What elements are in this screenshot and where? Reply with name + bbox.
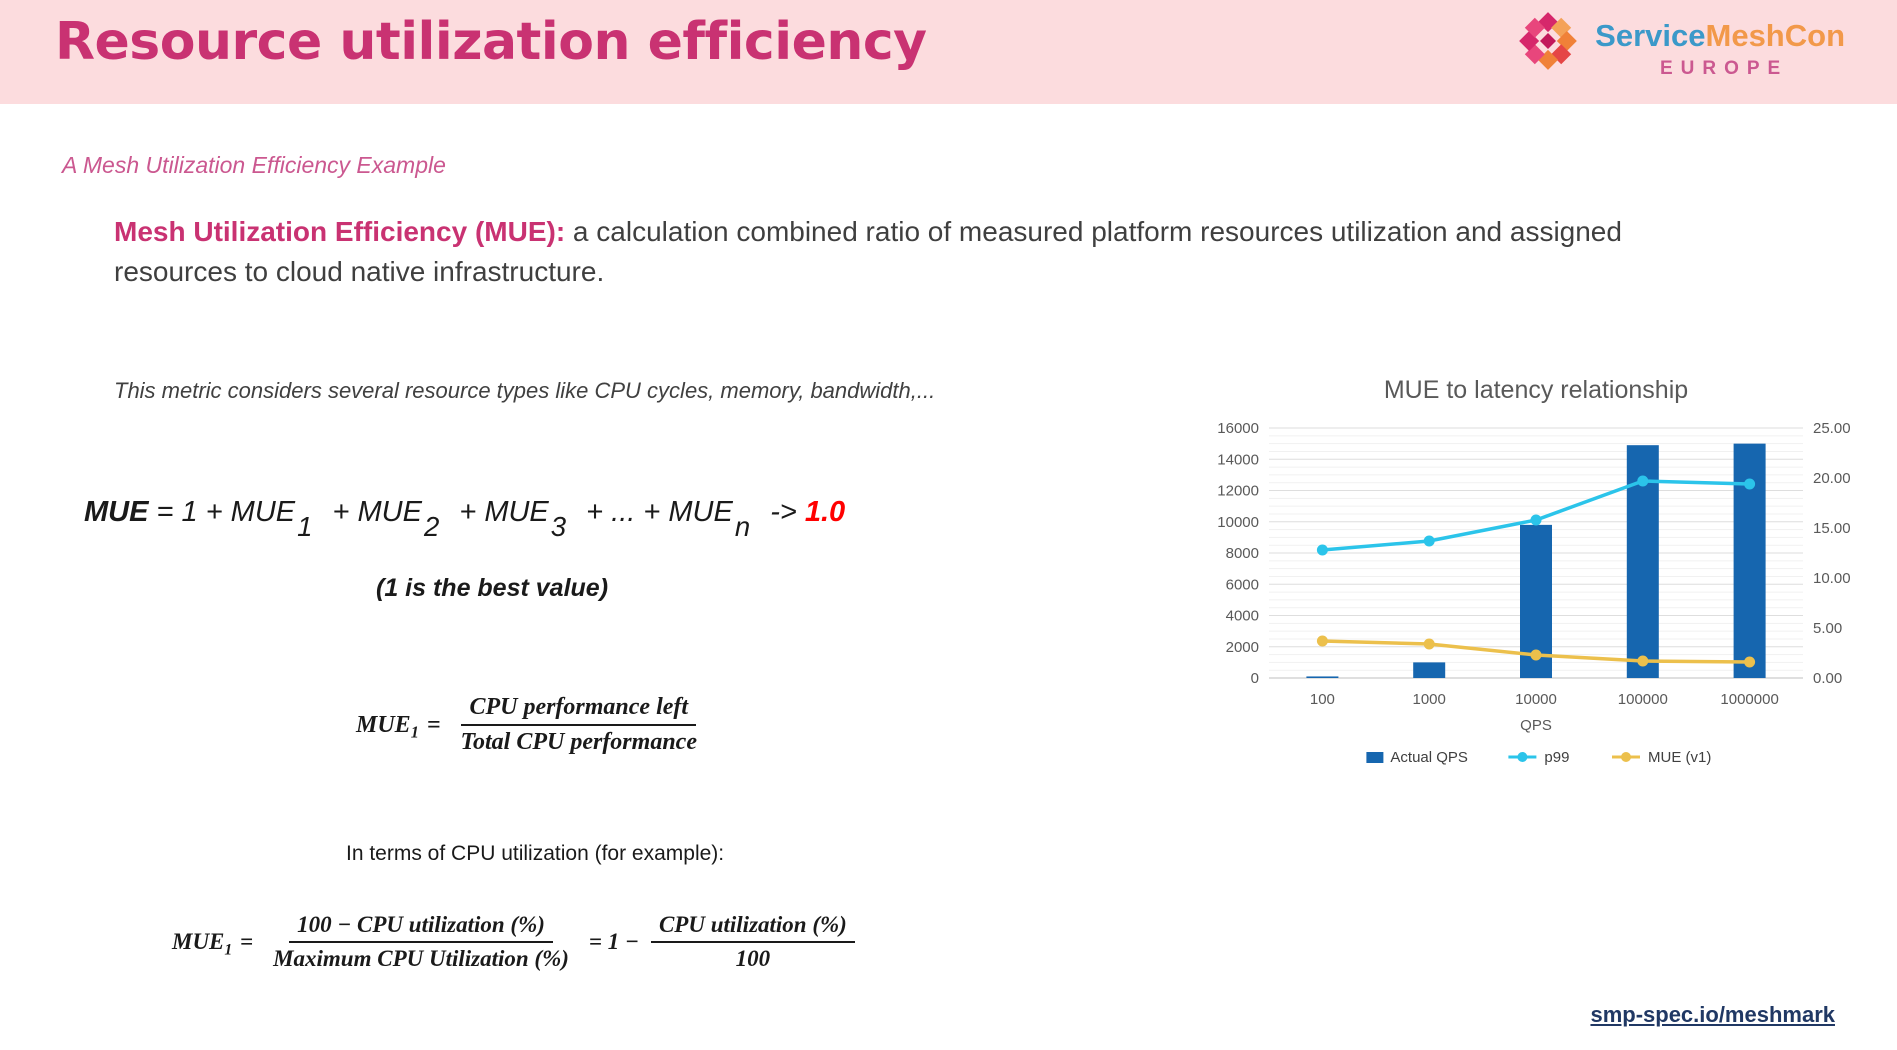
fraction: CPU performance left Total CPU performanc… [453, 694, 705, 756]
svg-text:10000: 10000 [1217, 514, 1259, 531]
servicemeshcon-logo: ServiceMeshCon EUROPE [1515, 8, 1845, 80]
svg-text:10.00: 10.00 [1813, 570, 1851, 587]
svg-text:2000: 2000 [1226, 639, 1259, 656]
formula-term: = 1 + MUE [148, 496, 296, 528]
formula-subscript: 1 [297, 511, 313, 543]
svg-text:MUE (v1): MUE (v1) [1648, 749, 1711, 766]
fraction-numerator: CPU performance left [461, 694, 697, 726]
svg-text:100: 100 [1310, 691, 1335, 708]
definition-lead: Mesh Utilization Efficiency (MUE): [114, 216, 566, 247]
equals-one-minus: = 1 − [588, 929, 639, 954]
formula-term: + MUE [451, 496, 549, 528]
svg-text:15.00: 15.00 [1813, 520, 1851, 537]
fraction-denominator: Total CPU performance [460, 729, 697, 755]
svg-text:20.00: 20.00 [1813, 470, 1851, 487]
definition-paragraph: Mesh Utilization Efficiency (MUE): a cal… [114, 212, 1694, 292]
formula-term: + MUE [324, 496, 422, 528]
fraction: 100 − CPU utilization (%) Maximum CPU Uti… [265, 912, 577, 972]
formula-subscript: n [734, 511, 751, 543]
mue-latency-chart: 0 2000 4000 6000 8000 10000 12000 14000 16000 0.0… [1185, 368, 1875, 773]
svg-text:Actual QPS: Actual QPS [1390, 749, 1468, 766]
equals-sign: = [239, 929, 254, 954]
svg-text:p99: p99 [1544, 749, 1569, 766]
meshmark-link[interactable]: smp-spec.io/meshmark [1590, 1002, 1835, 1027]
definition-rest: a calculation combined ratio of measured… [114, 216, 1622, 287]
svg-text:6000: 6000 [1226, 576, 1259, 593]
brand-meshcon: MeshCon [1705, 18, 1846, 53]
cpu-utilization-note: In terms of CPU utilization (for example… [346, 842, 725, 865]
cpu-formula: MUE1 = 100 − CPU utilization (%) Maximum … [172, 912, 855, 972]
fraction-numerator: 100 − CPU utilization (%) [289, 912, 553, 943]
svg-text:5.00: 5.00 [1813, 620, 1842, 637]
cpu-formula-lhs: MUE1 = [172, 929, 254, 958]
formula-term: + ... + MUE [578, 496, 733, 528]
svg-text:12000: 12000 [1217, 483, 1259, 500]
svg-text:8000: 8000 [1226, 545, 1259, 562]
svg-text:10000: 10000 [1515, 691, 1557, 708]
svg-text:14000: 14000 [1217, 451, 1259, 468]
fraction-denominator: Maximum CPU Utilization (%) [273, 946, 569, 971]
metric-note: This metric considers several resource t… [114, 378, 936, 403]
chart-canvas: 0 2000 4000 6000 8000 10000 12000 14000 16000 0.0… [1217, 376, 1851, 766]
brand-service: Service [1595, 18, 1706, 53]
svg-text:4000: 4000 [1226, 608, 1259, 625]
mue-sum-formula: MUE = 1 + MUE1 + MUE2 + MUE3 + ... + MUE… [84, 496, 846, 542]
target-value: 1.0 [804, 496, 846, 528]
svg-text:0.00: 0.00 [1813, 670, 1842, 687]
svg-text:100000: 100000 [1618, 691, 1668, 708]
formula-subscript: 1 [410, 722, 419, 742]
formula-var: MUE [356, 711, 411, 738]
svg-text:QPS: QPS [1520, 717, 1552, 734]
slide-subtitle: A Mesh Utilization Efficiency Example [62, 152, 446, 178]
svg-text:1000000: 1000000 [1720, 691, 1778, 708]
logo-pinwheel-icon [1519, 12, 1578, 70]
slide-title: Resource utilization efficiency [55, 12, 927, 72]
fraction: CPU utilization (%) 100 [650, 912, 855, 972]
logo-text: ServiceMeshCon EUROPE [1595, 8, 1845, 80]
formula-var: MUE [172, 929, 225, 954]
formula-subscript: 2 [423, 511, 440, 543]
formula-subscript: 3 [550, 511, 567, 543]
best-value-caption: (1 is the best value) [376, 574, 609, 602]
brand-name: ServiceMeshCon [1595, 18, 1845, 54]
fraction-denominator: 100 [735, 946, 771, 971]
formula-subscript: 1 [224, 941, 233, 959]
svg-text:16000: 16000 [1217, 420, 1259, 437]
svg-text:MUE to latency relationship: MUE to latency relationship [1384, 376, 1688, 404]
formula-lhs: MUE [84, 496, 149, 528]
svg-text:25.00: 25.00 [1813, 420, 1851, 437]
equals-sign: = [426, 711, 441, 738]
arrow-text: -> [762, 496, 805, 528]
mue1-formula: MUE1 = CPU performance left Total CPU per… [356, 694, 705, 756]
header-band: Resource utilization efficiency ServiceM… [0, 0, 1897, 104]
fraction-numerator: CPU utilization (%) [650, 912, 855, 943]
mue1-lhs: MUE1 = [356, 711, 441, 742]
brand-region: EUROPE [1659, 58, 1789, 79]
svg-text:0: 0 [1251, 670, 1259, 687]
svg-text:1000: 1000 [1413, 691, 1446, 708]
